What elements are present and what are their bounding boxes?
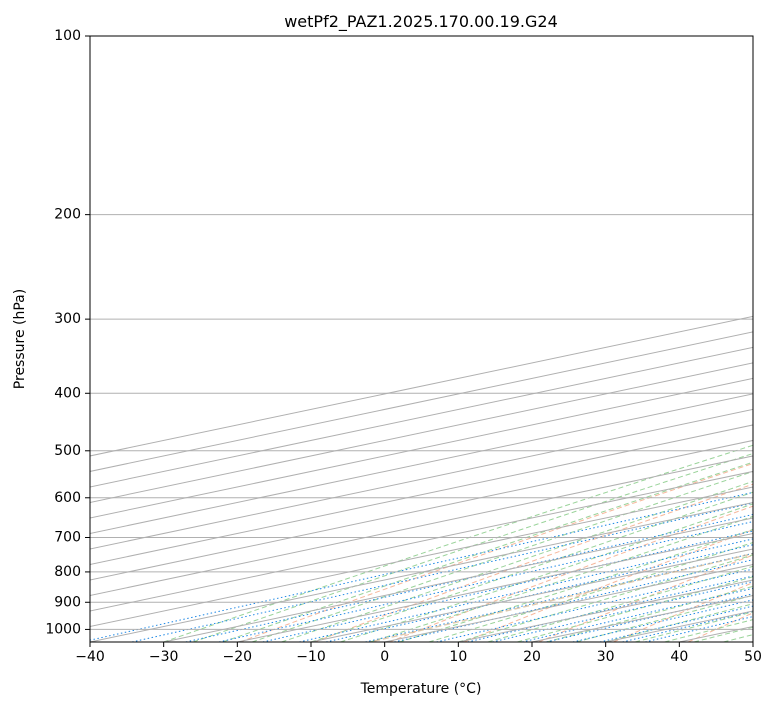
isotherm-gridline [90, 346, 753, 488]
dry-adiabat [314, 483, 753, 642]
moist-adiabat [635, 611, 753, 642]
y-tick-label: 500 [54, 443, 81, 459]
mixing-ratio-line [599, 605, 753, 642]
x-tick-label: −10 [296, 649, 326, 665]
moist-adiabat [222, 461, 753, 642]
isotherm-gridline [163, 517, 753, 642]
mixing-ratio-line [299, 538, 753, 642]
moist-adiabat [487, 565, 753, 642]
dry-adiabat [239, 462, 753, 642]
x-tick-label: 30 [597, 649, 615, 665]
isotherm-gridline [90, 501, 753, 642]
chart-title: wetPf2_PAZ1.2025.170.00.19.G24 [284, 12, 558, 32]
mixing-ratio-line [365, 552, 753, 642]
mixing-ratio-line [645, 616, 753, 642]
moist-adiabat [605, 603, 753, 642]
isotherm-gridline [310, 548, 753, 642]
moist-adiabat [310, 491, 753, 642]
mixing-ratio-line [522, 587, 753, 642]
isotherm-gridline [90, 470, 753, 612]
x-tick-label: −30 [149, 649, 179, 665]
axes: −40 −30 −20 −10 0 10 20 30 40 50 100 200 300 400 500 60… [45, 28, 762, 665]
y-tick-label: 900 [54, 594, 81, 610]
reference-curve [369, 552, 753, 642]
x-tick-label: −40 [75, 649, 105, 665]
isotherm-gridline [90, 439, 753, 581]
plot-frame [89, 35, 754, 643]
y-tick-label: 200 [54, 207, 81, 223]
x-tick-label: 20 [523, 649, 541, 665]
isotherm-gridline [237, 532, 753, 642]
isotherm-gridline [90, 408, 753, 550]
y-tick-label: 300 [54, 311, 81, 327]
y-tick-label: 800 [54, 564, 81, 580]
dry-adiabat [763, 36, 775, 642]
moist-adiabat [192, 452, 753, 642]
plot-area: 0.10.20.40.611.52346810131620253036-100-… [90, 36, 775, 642]
isotherm-gridline [90, 315, 753, 457]
y-tick-label: 600 [54, 490, 81, 506]
mixing-ratio-line [436, 568, 753, 642]
moist-adiabat [693, 626, 753, 642]
isotherm-gridline [679, 625, 753, 642]
y-tick-label: 100 [54, 28, 81, 44]
y-axis-label: Pressure (hPa) [12, 289, 28, 389]
dry-adiabat [538, 554, 753, 642]
moist-adiabat [369, 515, 753, 642]
moist-adiabat [281, 480, 753, 642]
y-tick-label: 700 [54, 530, 81, 546]
y-tick-label: 1000 [45, 621, 81, 637]
x-tick-label: 10 [449, 649, 467, 665]
moist-adiabat [428, 541, 753, 642]
isotherm-gridline [90, 362, 753, 503]
dry-adiabat [463, 529, 753, 642]
moist-adiabat [163, 444, 753, 642]
moist-adiabat [723, 634, 753, 642]
x-tick-label: 40 [670, 649, 688, 665]
dry-adiabat [389, 505, 753, 642]
mixing-ratio-line [90, 491, 753, 641]
isotherm-gridline [531, 594, 753, 642]
isotherm-gridline [752, 641, 753, 642]
moist-adiabat [251, 470, 753, 642]
isotherm-gridline [90, 393, 753, 534]
moist-adiabat [546, 585, 753, 642]
isotherm-gridline [90, 455, 753, 596]
y-tick-label: 400 [54, 385, 81, 401]
isotherm-gridline [90, 424, 753, 565]
isotherm-gridline [605, 610, 753, 642]
x-tick-label: −20 [223, 649, 253, 665]
isotherm-gridline [90, 377, 753, 519]
x-tick-label: 0 [380, 649, 389, 665]
moist-adiabat [340, 503, 753, 642]
mixing-ratio-line [325, 544, 753, 642]
x-tick-label: 50 [744, 649, 762, 665]
isotherm-gridline [90, 331, 753, 472]
mixing-ratio-line [492, 581, 753, 642]
dry-adiabat [613, 582, 753, 642]
x-axis-label: Temperature (°C) [360, 681, 482, 697]
isotherm-gridline [90, 486, 753, 628]
